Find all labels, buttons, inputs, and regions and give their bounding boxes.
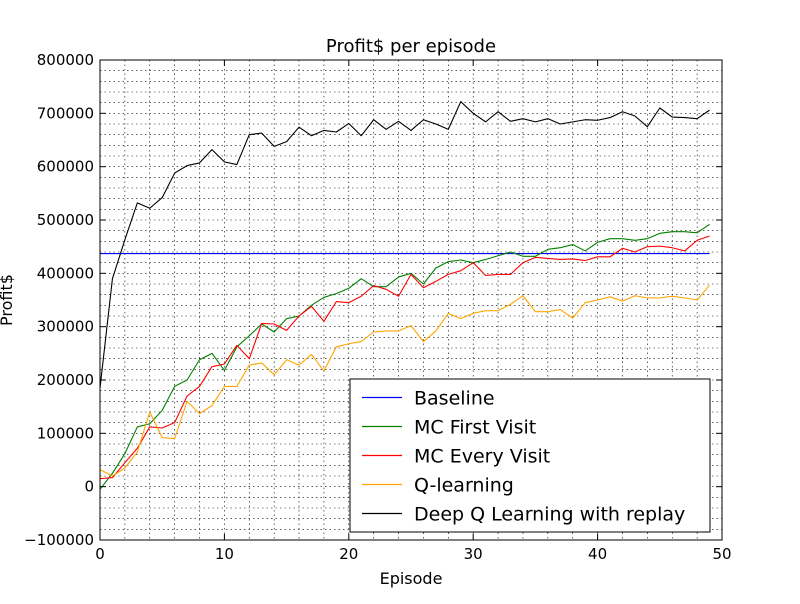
x-tick-label: 0 (95, 545, 105, 563)
x-tick-label: 10 (215, 545, 234, 563)
y-tick-label: 300000 (37, 318, 94, 336)
series-line (99, 101, 710, 389)
legend-label: Deep Q Learning with replay (414, 504, 685, 526)
y-tick-label: 100000 (37, 424, 94, 442)
y-axis-title: Profit$ (0, 274, 16, 326)
series-line (99, 284, 710, 477)
x-tick-label: 30 (464, 545, 483, 563)
legend-label: Q-learning (414, 475, 514, 497)
y-tick-label: −100000 (24, 531, 94, 549)
x-axis-title: Episode (380, 569, 443, 588)
plot-frame (99, 59, 723, 541)
legend-label: MC Every Visit (414, 446, 550, 468)
series-line (99, 223, 710, 490)
series-lines (99, 101, 710, 490)
y-tick-label: 0 (84, 478, 94, 496)
legend-box (349, 378, 711, 533)
y-tick-label: 700000 (37, 104, 94, 122)
y-tick-label: 800000 (37, 51, 94, 69)
y-tick-label: 600000 (37, 158, 94, 176)
x-tick-label: 20 (339, 545, 358, 563)
y-tick-label: 400000 (37, 264, 94, 282)
series-line (99, 235, 710, 480)
y-tick-label: 500000 (37, 211, 94, 229)
legend-label: MC First Visit (414, 417, 536, 439)
y-tick-label: 200000 (37, 371, 94, 389)
axis-ticks: 0 10 20 30 40 50−1000000100000200000300000400… (24, 51, 731, 563)
legend: Baseline MC First Visit MC Every Visit Q-le… (349, 378, 711, 533)
chart-title: Profit$ per episode (326, 36, 496, 57)
x-tick-label: 50 (712, 545, 731, 563)
x-tick-label: 40 (588, 545, 607, 563)
legend-label: Baseline (414, 388, 495, 410)
